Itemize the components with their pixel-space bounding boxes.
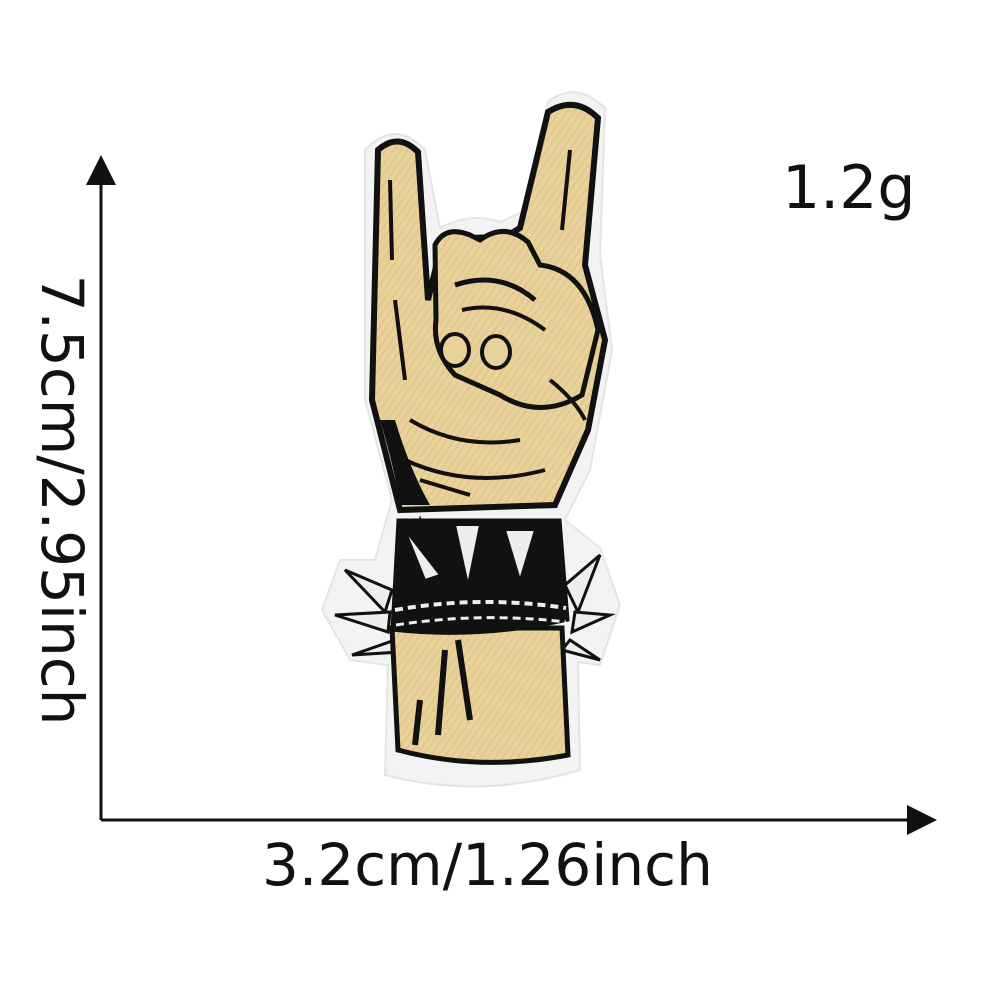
curled-fingers xyxy=(432,229,601,410)
width-dimension-label: 3.2cm/1.26inch xyxy=(262,831,713,899)
embroidered-patch xyxy=(320,91,622,788)
weight-label: 1.2g xyxy=(782,153,916,223)
height-dimension-label: 7.5cm/2.95inch xyxy=(28,274,96,726)
forearm xyxy=(389,625,571,765)
hand-shading xyxy=(388,149,587,497)
dimension-axes xyxy=(86,155,937,835)
